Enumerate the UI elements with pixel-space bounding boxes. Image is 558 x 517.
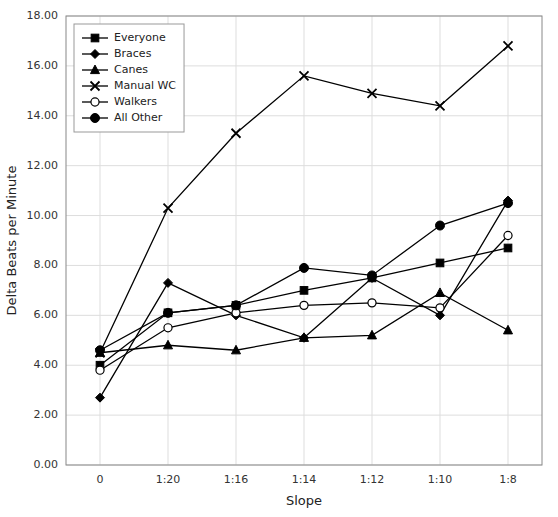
legend-label: Manual WC [114, 79, 176, 92]
y-tick-label: 14.00 [27, 109, 59, 122]
point [504, 231, 512, 239]
x-axis-label: Slope [286, 493, 322, 508]
grid [66, 16, 542, 465]
point [504, 325, 513, 334]
y-tick-label: 2.00 [34, 408, 59, 421]
legend-marker [91, 98, 99, 106]
y-tick-label: 12.00 [27, 159, 59, 172]
grid-line [304, 16, 305, 465]
point [504, 199, 513, 208]
legend-label: Braces [114, 47, 152, 60]
point [368, 330, 377, 339]
point [164, 324, 172, 332]
legend-marker [91, 50, 100, 59]
legend-label: Everyone [114, 31, 166, 44]
point [232, 345, 241, 354]
point [164, 204, 173, 213]
legend-label: All Other [114, 111, 163, 124]
series [96, 196, 513, 402]
point [164, 340, 173, 349]
point [300, 263, 309, 272]
y-tick-label: 4.00 [34, 358, 59, 371]
x-tick-label: 1:8 [499, 473, 517, 486]
point [232, 302, 240, 310]
series-line [100, 46, 508, 353]
point [300, 333, 309, 342]
point [300, 287, 308, 295]
point [96, 366, 104, 374]
point [436, 259, 444, 267]
grid-line [372, 16, 373, 465]
series-line [100, 203, 508, 350]
legend-marker [91, 114, 100, 123]
grid-line [236, 16, 237, 465]
point [368, 89, 377, 98]
chart: 0.00 2.00 4.00 6.00 8.00 10.00 12.00 14.00 16.00… [0, 0, 558, 517]
point [300, 71, 309, 80]
y-tick-label: 6.00 [34, 308, 59, 321]
y-axis-label: Delta Beats per Minute [4, 166, 19, 316]
legend-marker [91, 65, 100, 74]
point [300, 301, 308, 309]
point [368, 299, 376, 307]
point [232, 301, 241, 310]
legend-box [74, 24, 184, 132]
point [504, 41, 513, 50]
x-tick-label: 1:14 [292, 473, 317, 486]
legend-label: Walkers [114, 95, 157, 108]
plot-frame [66, 16, 542, 465]
legend: Everyone Braces Canes Manual WC Walkers All O… [74, 24, 184, 132]
series [96, 199, 513, 355]
series-line [100, 201, 508, 398]
point [504, 244, 512, 252]
point [300, 333, 309, 342]
series [96, 231, 512, 374]
point [164, 278, 173, 287]
legend-marker [91, 34, 99, 42]
point [368, 271, 377, 280]
x-tick-label: 1:10 [428, 473, 453, 486]
grid-line [508, 16, 509, 465]
y-tick-label: 8.00 [34, 258, 59, 271]
point [436, 101, 445, 110]
point [96, 346, 105, 355]
point [164, 308, 173, 317]
y-tick-label: 0.00 [34, 458, 59, 471]
legend-label: Canes [114, 63, 148, 76]
y-tick-label: 10.00 [27, 209, 59, 222]
point [164, 309, 172, 317]
grid-line [440, 16, 441, 465]
x-tick-label: 1:12 [360, 473, 385, 486]
x-tick-label: 1:20 [156, 473, 181, 486]
series [96, 244, 512, 369]
y-tick-label: 16.00 [27, 59, 59, 72]
point [232, 129, 241, 138]
point [96, 393, 105, 402]
x-tick-label: 0 [97, 473, 104, 486]
point [436, 288, 445, 297]
series [96, 41, 513, 357]
series-line [100, 293, 508, 353]
point [436, 304, 444, 312]
series-line [100, 248, 508, 365]
point [436, 221, 445, 230]
x-tick-label: 1:16 [224, 473, 249, 486]
y-tick-label: 18.00 [27, 9, 59, 22]
series-line [100, 236, 508, 371]
legend-marker [91, 82, 100, 91]
